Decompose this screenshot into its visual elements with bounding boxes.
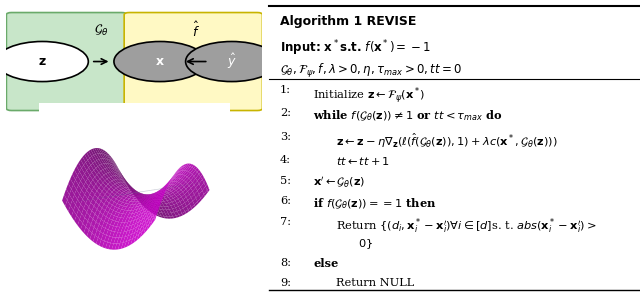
Text: $\mathbf{z} \leftarrow \mathbf{z} - \eta\nabla_\mathbf{z}(\ell(\hat{f}(\mathcal{: $\mathbf{z} \leftarrow \mathbf{z} - \eta… [335,132,557,150]
Text: $\mathbf{z}$: $\mathbf{z}$ [38,55,47,68]
Text: Initialize $\mathbf{z} \leftarrow \mathcal{F}_\psi(\mathbf{x}^*)$: Initialize $\mathbf{z} \leftarrow \mathc… [314,85,426,106]
Circle shape [114,42,206,81]
Circle shape [0,42,88,81]
Text: 3:: 3: [280,132,291,142]
Text: Input: $\mathbf{x}^*$s.t. $f(\mathbf{x}^*) = -1$: Input: $\mathbf{x}^*$s.t. $f(\mathbf{x}^… [280,38,431,58]
Text: 7:: 7: [280,217,291,227]
Text: 5:: 5: [280,176,291,186]
FancyBboxPatch shape [124,13,262,110]
Text: $\hat{y}$: $\hat{y}$ [227,52,237,71]
Text: while $f(\mathcal{G}_\theta(\mathbf{z})) \neq 1$ or $tt < \tau_{max}$ do: while $f(\mathcal{G}_\theta(\mathbf{z}))… [314,108,502,123]
Text: $tt \leftarrow tt + 1$: $tt \leftarrow tt + 1$ [335,155,390,167]
Text: Algorithm 1 REVISE: Algorithm 1 REVISE [280,15,416,28]
Text: $\mathcal{G}_\theta$: $\mathcal{G}_\theta$ [94,23,108,38]
Text: 1:: 1: [280,85,291,95]
Text: Return $\{(d_i, \mathbf{x}_i^* - \mathbf{x}_i')\forall i \in [d]$s. t. $abs(\mat: Return $\{(d_i, \mathbf{x}_i^* - \mathbf… [335,217,596,236]
Text: Return NULL: Return NULL [335,278,414,288]
Text: $\mathbf{x}' \leftarrow \mathcal{G}_\theta(\mathbf{z})$: $\mathbf{x}' \leftarrow \mathcal{G}_\the… [314,176,365,190]
Text: 6:: 6: [280,196,291,206]
FancyBboxPatch shape [6,13,127,110]
Text: $\mathcal{G}_\theta, \mathcal{F}_\psi, f, \lambda > 0, \eta, \tau_{max} > 0, tt : $\mathcal{G}_\theta, \mathcal{F}_\psi, f… [280,62,462,79]
Text: $\hat{f}$: $\hat{f}$ [192,21,200,40]
Text: $\mathbf{x}$: $\mathbf{x}$ [155,55,165,68]
Circle shape [186,42,278,81]
Text: 8:: 8: [280,258,291,268]
Text: 2:: 2: [280,108,291,118]
Text: if $f(\mathcal{G}_\theta(\mathbf{z})) == 1$ then: if $f(\mathcal{G}_\theta(\mathbf{z})) ==… [314,196,436,211]
Text: else: else [314,258,339,269]
Text: $0\}$: $0\}$ [358,237,373,251]
Text: 4:: 4: [280,155,291,165]
Text: 9:: 9: [280,278,291,288]
